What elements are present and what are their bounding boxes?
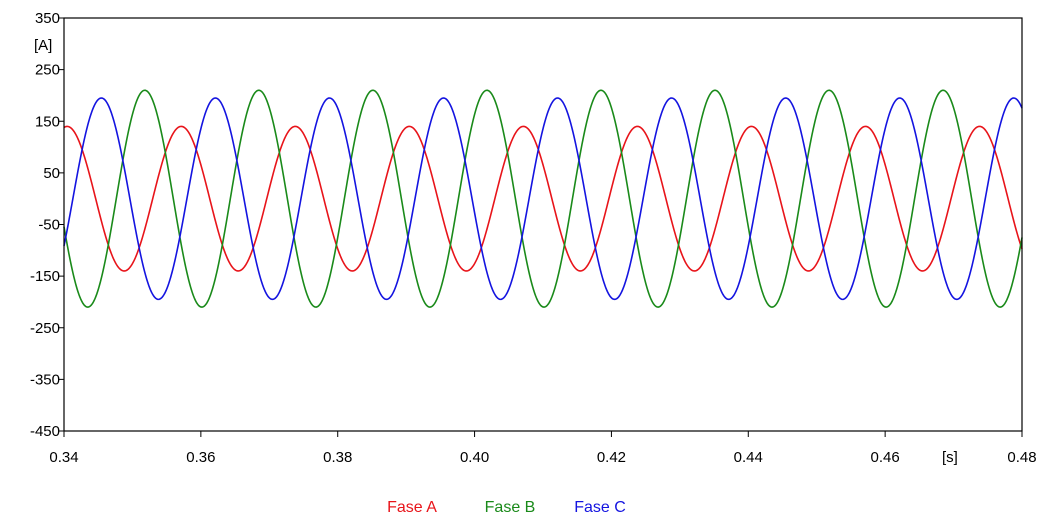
y-tick-label: 350 (35, 10, 60, 27)
y-axis: 350 250 150 50 -50 -150 -250 -350 -450 (30, 10, 64, 440)
x-tick-label: 0.38 (323, 449, 352, 466)
x-tick-label: 0.44 (734, 449, 763, 466)
series-layer (63, 89, 1023, 308)
y-tick-label: 250 (35, 62, 60, 79)
x-tick-label: 0.46 (871, 449, 900, 466)
x-tick-label: 0.48 (1007, 449, 1036, 466)
legend-entry-fase-b: Fase B (485, 499, 536, 516)
y-tick-label: -450 (30, 423, 60, 440)
plot-frame (63, 17, 1023, 432)
y-tick-label: -50 (38, 217, 60, 234)
series-line-fase-c (63, 97, 1023, 301)
y-tick-label: -250 (30, 320, 60, 337)
x-tick-label: 0.36 (186, 449, 215, 466)
x-axis: 0.34 0.36 0.38 0.40 0.42 0.44 0.46 0.48 (49, 431, 1037, 466)
series-line-fase-a (63, 125, 1023, 272)
x-tick-label: 0.40 (460, 449, 489, 466)
x-unit-label: [s] (942, 449, 958, 466)
y-tick-label: -350 (30, 371, 60, 388)
x-tick-label: 0.34 (49, 449, 78, 466)
y-unit-label: [A] (34, 37, 52, 54)
y-tick-label: 150 (35, 113, 60, 130)
y-tick-label: 50 (43, 165, 60, 182)
legend: Fase A Fase B Fase C (387, 499, 626, 516)
series-line-fase-b (63, 89, 1023, 308)
legend-entry-fase-c: Fase C (574, 499, 626, 516)
x-tick-label: 0.42 (597, 449, 626, 466)
legend-entry-fase-a: Fase A (387, 499, 437, 516)
y-tick-label: -150 (30, 268, 60, 285)
